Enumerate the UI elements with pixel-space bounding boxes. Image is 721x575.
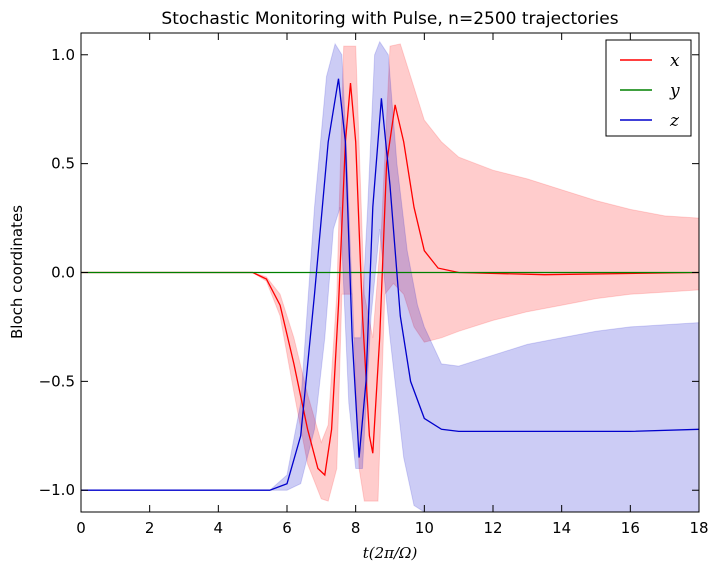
- x-tick-label: 18: [689, 519, 708, 537]
- line-x: [81, 83, 700, 477]
- y-tick-label: 0.0: [51, 264, 75, 282]
- x-tick-labels: 0 2 4 6 8 10 12 14 16 18: [76, 519, 708, 537]
- legend-items: xyz: [620, 51, 680, 131]
- plot-area: [80, 32, 700, 513]
- x-tick-label: 0: [76, 519, 86, 537]
- x-tick-label: 2: [145, 519, 155, 537]
- legend-label-y: y: [669, 81, 680, 101]
- y-tick-labels: 1.0 0.5 0.0 −0.5 −1.0: [39, 46, 75, 499]
- axis-ticks: [80, 33, 700, 512]
- x-tick-label: 6: [282, 519, 292, 537]
- line-z: [81, 78, 700, 491]
- x-axis-label: t(2π/Ω): [363, 544, 418, 562]
- x-tick-label: 14: [552, 519, 571, 537]
- chart-title: Stochastic Monitoring with Pulse, n=2500…: [161, 9, 618, 29]
- x-tick-label: 10: [415, 519, 434, 537]
- y-axis-label: Bloch coordinates: [8, 205, 26, 339]
- x-tick-label: 4: [214, 519, 224, 537]
- legend: xyz: [605, 39, 692, 137]
- x-tick-label: 12: [483, 519, 502, 537]
- y-tick-label: 1.0: [51, 46, 75, 64]
- y-tick-label: −0.5: [39, 372, 75, 390]
- x-tick-label: 8: [351, 519, 361, 537]
- band-z: [81, 40, 700, 513]
- y-tick-label: 0.5: [51, 155, 75, 173]
- legend-label-x: x: [670, 51, 680, 71]
- series-lines: [81, 78, 700, 491]
- x-tick-label: 16: [621, 519, 640, 537]
- y-tick-label: −1.0: [39, 481, 75, 499]
- legend-label-z: z: [669, 111, 680, 131]
